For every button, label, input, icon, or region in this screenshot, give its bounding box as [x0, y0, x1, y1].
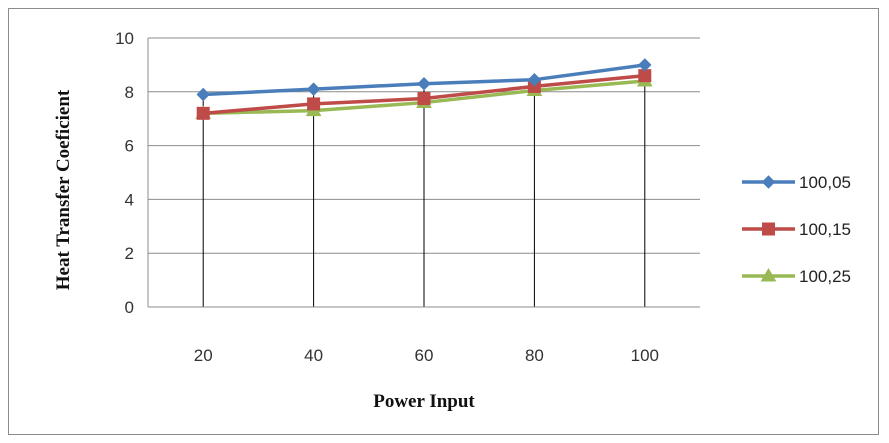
- x-tick-labels: 20 40 60 80 100: [194, 346, 659, 365]
- square-marker: [417, 92, 431, 106]
- legend-label: 100,05: [799, 173, 851, 192]
- legend-item: 100,15: [742, 220, 851, 239]
- legend-label: 100,15: [799, 220, 851, 239]
- diamond-marker: [196, 87, 210, 102]
- x-tick-label: 60: [415, 346, 434, 365]
- chart-frame: [8, 8, 879, 435]
- legend-item: 100,25: [742, 267, 851, 286]
- x-tick-label: 20: [194, 346, 213, 365]
- diamond-marker: [761, 175, 776, 189]
- y-tick-label: 8: [125, 83, 134, 102]
- y-tick-label: 2: [125, 244, 134, 263]
- diamond-marker: [527, 72, 542, 87]
- legend-label: 100,25: [799, 267, 851, 286]
- square-marker: [762, 222, 775, 236]
- legend: 100,05 100,15 100,25: [742, 173, 851, 286]
- x-tick-label: 40: [304, 346, 323, 365]
- y-tick-label: 0: [125, 298, 134, 317]
- triangle-marker: [760, 268, 777, 282]
- drop-lines: [202, 64, 646, 307]
- axes: [147, 38, 700, 308]
- y-axis-title: Heat Transfer Coeficient: [53, 89, 74, 290]
- diamond-marker: [638, 58, 652, 72]
- diamond-marker: [417, 77, 431, 91]
- y-tick-label: 4: [125, 190, 134, 209]
- diamond-marker: [306, 82, 321, 96]
- square-marker: [196, 106, 210, 120]
- y-tick-label: 6: [125, 137, 134, 156]
- x-axis-title: Power Input: [373, 391, 475, 412]
- legend-item: 100,05: [742, 173, 851, 192]
- x-tick-label: 80: [525, 346, 544, 365]
- y-tick-label: 10: [115, 29, 134, 48]
- series-100-05: [196, 58, 652, 102]
- x-tick-label: 100: [631, 346, 659, 365]
- square-marker: [307, 97, 321, 111]
- series-group: [195, 58, 653, 120]
- series-100-15: [196, 69, 652, 120]
- y-tick-labels: 0 2 4 6 8 10: [115, 29, 134, 317]
